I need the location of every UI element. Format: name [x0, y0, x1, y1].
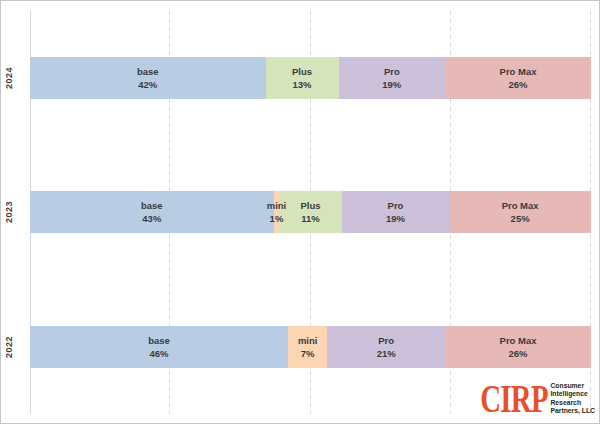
stacked-bar-2023: base43% mini1% Plus11% Pro19% Pro Max25% — [30, 191, 591, 233]
logo-line: Partners, LLC — [550, 407, 595, 416]
segment-label: Pro19% — [382, 65, 401, 91]
logo-line: Consumer — [550, 382, 595, 391]
segment-label: Plus13% — [292, 65, 312, 91]
cirp-logo-mark: CIRP — [480, 383, 548, 415]
cirp-logo: CIRP Consumer Intelligence Research Part… — [454, 382, 595, 416]
segment-label: Pro19% — [386, 199, 405, 225]
segment-label: base42% — [137, 65, 159, 91]
segment-label: base46% — [148, 334, 170, 360]
cirp-logo-text: Consumer Intelligence Research Partners,… — [550, 382, 595, 416]
logo-line: Research — [550, 399, 595, 408]
logo-line: Intelligence — [550, 390, 595, 399]
segment-pro: Pro19% — [342, 191, 450, 233]
segment-mini: mini7% — [288, 326, 327, 368]
plot-area: 2024base42%Plus13%Pro19%Pro Max26%2023ba… — [30, 11, 591, 414]
segment-label: base43% — [141, 199, 163, 225]
segment-label: Plus11% — [300, 199, 320, 225]
year-axis-label: 2023 — [4, 201, 14, 223]
segment-base: base46% — [30, 326, 288, 368]
segment-base: base42% — [30, 57, 266, 99]
category-band-2024: 2024base42%Plus13%Pro19%Pro Max26% — [30, 11, 591, 145]
category-band-2023: 2023base43%mini1%Plus11%Pro19%Pro Max25% — [30, 145, 591, 279]
segment-label: Pro Max26% — [500, 65, 537, 91]
segment-pro: Pro21% — [327, 326, 445, 368]
segment-label: Pro21% — [377, 334, 396, 360]
segment-plus: Plus11% — [279, 191, 341, 233]
segment-pro-max: Pro Max26% — [445, 326, 591, 368]
segment-pro-max: Pro Max26% — [445, 57, 591, 99]
segment-base: base43% — [30, 191, 274, 233]
stacked-bar-2022: base46% mini7% Pro21% Pro Max26% — [30, 326, 591, 368]
year-axis-label: 2022 — [4, 336, 14, 358]
segment-pro: Pro19% — [339, 57, 446, 99]
segment-label: mini1% — [267, 199, 287, 225]
chart-frame: 2024 base42% Plus13% Pro19% Pro Max26% 2023 ba… — [0, 0, 600, 424]
year-axis-label: 2024 — [4, 67, 14, 89]
segment-label: mini7% — [298, 334, 318, 360]
segment-plus: Plus13% — [266, 57, 339, 99]
stacked-bar-2024: base42% Plus13% Pro19% Pro Max26% — [30, 57, 591, 99]
segment-pro-max: Pro Max25% — [449, 191, 591, 233]
segment-label: Pro Max26% — [500, 334, 537, 360]
segment-label: Pro Max25% — [502, 199, 539, 225]
